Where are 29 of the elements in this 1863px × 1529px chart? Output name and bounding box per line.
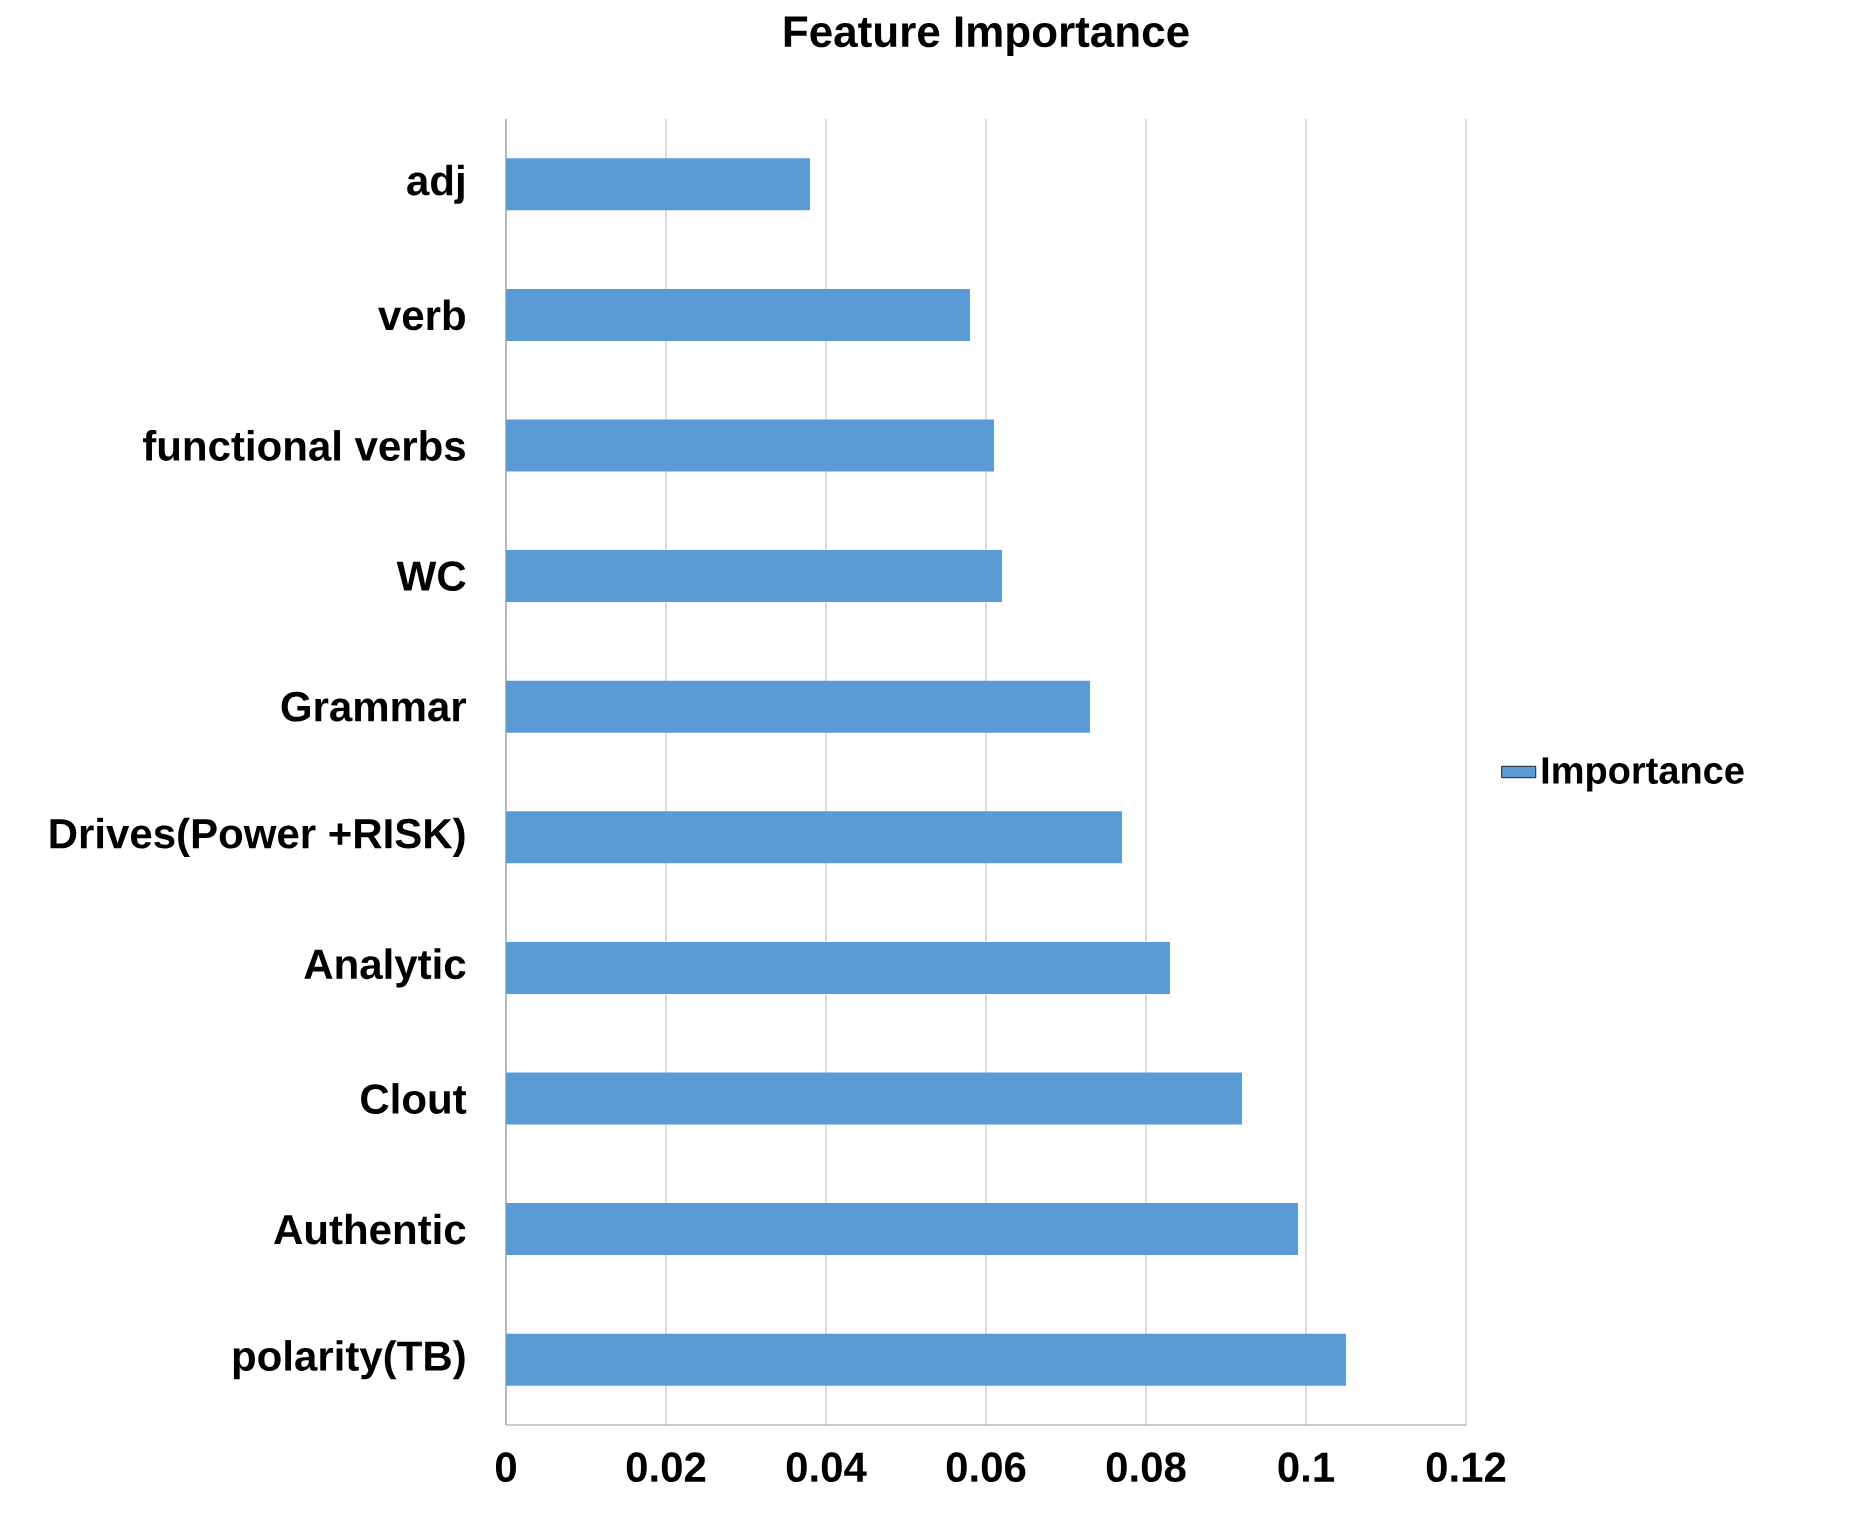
bar — [506, 811, 1123, 864]
y-tick-label: Analytic — [304, 948, 466, 988]
bar — [506, 288, 971, 341]
bar — [506, 1072, 1243, 1125]
x-tick-label: 0.02 — [626, 1452, 706, 1483]
bar — [506, 1333, 1347, 1386]
bar — [506, 158, 810, 211]
y-tick-label: functional verbs — [143, 430, 465, 461]
y-tick-label: WC — [396, 561, 466, 591]
x-tick-label: 0.04 — [786, 1452, 867, 1483]
x-tick-label: 0.06 — [946, 1452, 1026, 1483]
y-tick-label: Authentic — [274, 1213, 466, 1245]
y-tick-label: Grammar — [281, 691, 467, 722]
bar — [506, 550, 1003, 603]
bar — [506, 941, 1171, 994]
x-tick-label: 0.1 — [1278, 1452, 1335, 1483]
y-tick-label: verb — [378, 299, 465, 331]
y-tick-label: Drives(Power +RISK) — [50, 817, 465, 857]
chart-title: Feature Importance — [784, 16, 1189, 56]
legend-label: Importance — [1542, 757, 1744, 792]
bar — [506, 680, 1091, 733]
bar — [506, 1203, 1299, 1256]
x-tick-label: 0.12 — [1426, 1452, 1506, 1483]
x-tick-label: 0 — [495, 1452, 516, 1483]
bar — [506, 419, 995, 472]
y-tick-label: adj — [407, 164, 464, 204]
y-tick-label: Clout — [361, 1083, 467, 1114]
x-tick-label: 0.08 — [1106, 1452, 1186, 1483]
y-tick-label: polarity(TB) — [233, 1340, 465, 1380]
